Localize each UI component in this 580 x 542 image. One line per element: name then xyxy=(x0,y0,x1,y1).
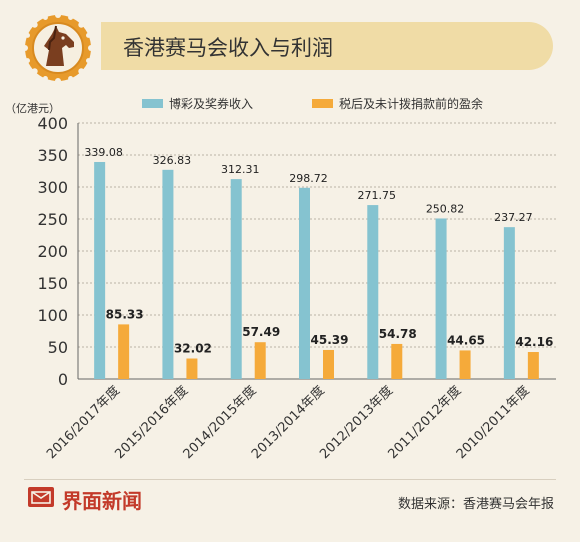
data-label-revenue: 326.83 xyxy=(153,154,192,167)
data-label-surplus: 45.39 xyxy=(311,333,349,347)
footer-divider xyxy=(24,479,556,480)
bar-revenue xyxy=(230,179,242,379)
page-title: 香港赛马会收入与利润 xyxy=(123,36,333,60)
data-label-surplus: 32.02 xyxy=(174,342,212,356)
y-tick-label: 0 xyxy=(58,370,68,389)
y-tick-label: 50 xyxy=(48,338,68,357)
x-tick-label: 2015/2016年度 xyxy=(112,383,192,463)
jiemian-logo-icon xyxy=(28,487,54,511)
data-label-surplus: 54.78 xyxy=(379,327,417,341)
chart: 博彩及奖券收入 税后及未计拨捐款前的盈余 （亿港元） 0 50 100 150 200 2… xyxy=(5,96,556,463)
bar-revenue xyxy=(299,187,310,379)
x-tick-label: 2012/2013年度 xyxy=(317,383,397,463)
data-label-surplus: 57.49 xyxy=(242,325,280,339)
legend-label-series2: 税后及未计拨捐款前的盈余 xyxy=(339,96,483,111)
data-label-revenue: 271.75 xyxy=(358,189,397,202)
y-tick-label: 250 xyxy=(37,210,68,229)
y-tick-label: 100 xyxy=(37,306,68,325)
y-tick-label: 350 xyxy=(37,146,68,165)
bar-surplus xyxy=(391,343,403,379)
x-tick-label: 2013/2014年度 xyxy=(248,383,328,463)
legend-swatch-series2 xyxy=(312,99,333,108)
data-label-revenue: 339.08 xyxy=(84,146,123,159)
data-label-revenue: 237.27 xyxy=(494,211,533,224)
bar-surplus xyxy=(186,358,198,379)
y-tick-label: 300 xyxy=(37,178,68,197)
data-label-surplus: 44.65 xyxy=(447,333,485,347)
bar-surplus xyxy=(459,350,471,379)
legend-swatch-series1 xyxy=(142,99,163,108)
brand: 界面新闻 xyxy=(28,484,142,514)
brand-name: 界面新闻 xyxy=(62,488,142,513)
legend-label-series1: 博彩及奖券收入 xyxy=(169,96,253,111)
x-tick-label: 2016/2017年度 xyxy=(43,383,123,463)
data-source: 数据来源：香港赛马会年报 xyxy=(397,497,554,512)
legend: 博彩及奖券收入 税后及未计拨捐款前的盈余 xyxy=(142,96,483,111)
y-tick-label: 400 xyxy=(37,114,68,133)
bar-revenue xyxy=(503,227,515,379)
x-tick-label: 2014/2015年度 xyxy=(180,383,260,463)
bar-surplus xyxy=(254,342,266,379)
data-label-surplus: 85.33 xyxy=(106,307,144,321)
bar-revenue xyxy=(435,218,447,379)
bar-revenue xyxy=(94,161,106,379)
data-label-revenue: 298.72 xyxy=(289,172,328,185)
horse-head-badge-icon xyxy=(22,12,94,88)
x-tick-label: 2011/2012年度 xyxy=(385,383,465,463)
data-label-surplus: 42.16 xyxy=(515,335,553,349)
y-axis-unit-label: （亿港元） xyxy=(5,102,60,115)
x-tick-label: 2010/2011年度 xyxy=(453,383,533,463)
bar-surplus xyxy=(118,324,130,379)
bar-revenue xyxy=(367,205,379,379)
bar-surplus xyxy=(323,349,334,379)
y-tick-label: 200 xyxy=(37,242,68,261)
data-label-revenue: 312.31 xyxy=(221,163,260,176)
data-label-revenue: 250.82 xyxy=(426,202,465,215)
title-banner: 香港赛马会收入与利润 xyxy=(101,22,553,70)
bar-surplus xyxy=(527,352,539,379)
y-tick-label: 150 xyxy=(37,274,68,293)
bar-revenue xyxy=(162,169,174,379)
